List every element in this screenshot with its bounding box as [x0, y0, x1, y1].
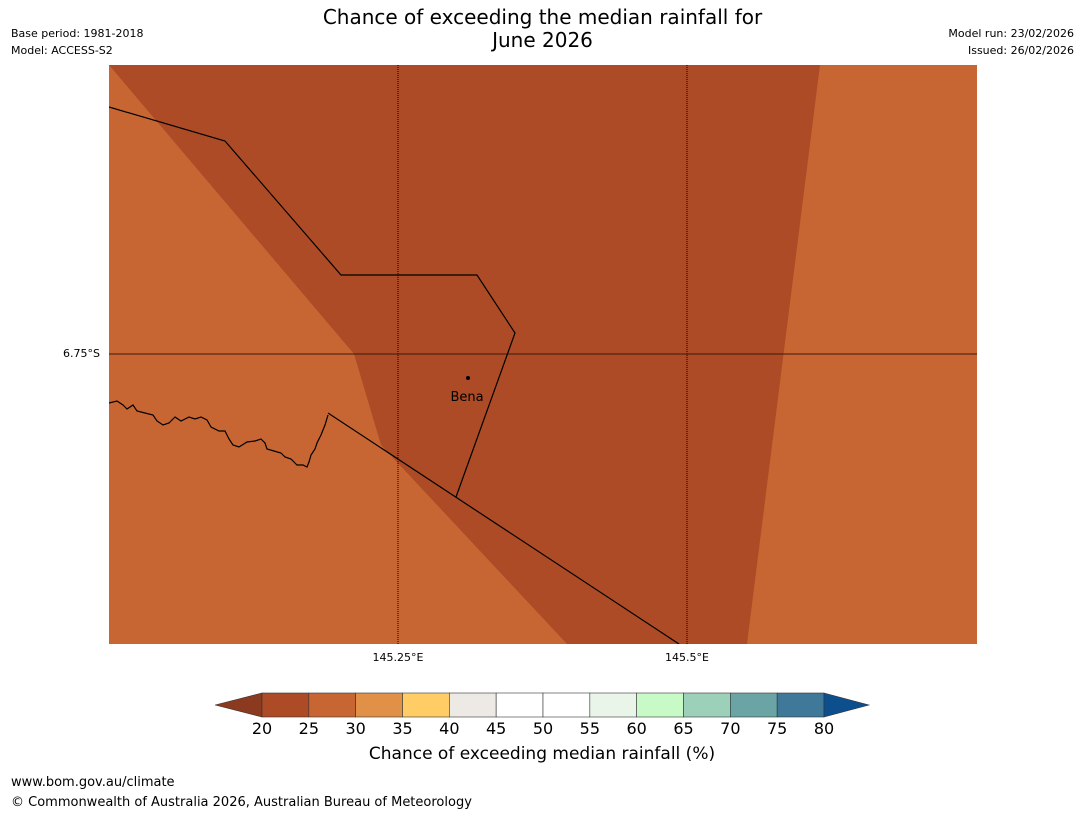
colorbar-tick-label: 60	[626, 719, 647, 738]
model-name: Model: ACCESS-S2	[11, 44, 113, 57]
issued-date: Issued: 26/02/2026	[967, 44, 1074, 57]
colorbar-segment	[355, 692, 403, 718]
colorbar-segment	[449, 692, 497, 718]
colorbar-tick-label: 65	[673, 719, 694, 738]
colorbar-segment	[402, 692, 450, 718]
chart-title: Chance of exceeding the median rainfall …	[0, 6, 1085, 52]
lat-label-6-75s: 6.75°S	[63, 347, 100, 360]
colorbar-over-arrow	[823, 692, 871, 718]
colorbar-segment	[495, 692, 544, 718]
colorbar-segment	[589, 692, 637, 718]
colorbar-segment	[683, 692, 731, 718]
colorbar-segment	[261, 692, 310, 718]
colorbar-tick-label: 80	[813, 719, 835, 738]
colorbar-tick-label: 55	[579, 719, 600, 738]
colorbar-segment	[776, 692, 825, 718]
footer-copyright: © Commonwealth of Australia 2026, Austra…	[11, 795, 472, 810]
colorbar-segment	[542, 692, 591, 718]
colorbar-segment	[730, 692, 778, 718]
colorbar-tick-label: 30	[345, 719, 366, 738]
model-run-date: Model run: 23/02/2026	[948, 27, 1074, 40]
title-line-2: June 2026	[492, 28, 593, 52]
colorbar	[215, 692, 871, 718]
colorbar-segment	[636, 692, 684, 718]
colorbar-tick-label: 70	[720, 719, 741, 738]
colorbar-label: Chance of exceeding median rainfall (%)	[368, 744, 716, 764]
title-line-1: Chance of exceeding the median rainfall …	[322, 5, 763, 29]
town-marker-icon	[466, 376, 470, 380]
base-period: Base period: 1981-2018	[11, 27, 144, 40]
colorbar-tick-label: 35	[392, 719, 413, 738]
colorbar-tick-label: 45	[485, 719, 507, 738]
run-info: Model run: 23/02/2026 Issued: 26/02/2026	[948, 25, 1074, 59]
town-label: Bena	[450, 390, 483, 405]
lon-label-145-25e: 145.25°E	[372, 651, 424, 664]
colorbar-segments	[261, 692, 825, 718]
province-border-south	[327, 412, 680, 644]
colorbar-tick-label: 40	[439, 719, 460, 738]
colorbar-under-arrow	[215, 692, 263, 718]
colorbar-tick-label: 20	[251, 719, 273, 738]
graticule	[109, 65, 977, 644]
rainfall-map: Bena	[109, 65, 977, 644]
colorbar-tick-label: 75	[766, 719, 788, 738]
lon-label-145-5e: 145.5°E	[665, 651, 709, 664]
province-border	[109, 106, 516, 498]
colorbar-tick-label: 25	[298, 719, 319, 738]
model-info: Base period: 1981-2018 Model: ACCESS-S2	[11, 25, 143, 59]
river	[109, 400, 329, 468]
colorbar-segment	[308, 692, 356, 718]
footer-url[interactable]: www.bom.gov.au/climate	[11, 775, 175, 790]
colorbar-tick-label: 50	[532, 719, 554, 738]
